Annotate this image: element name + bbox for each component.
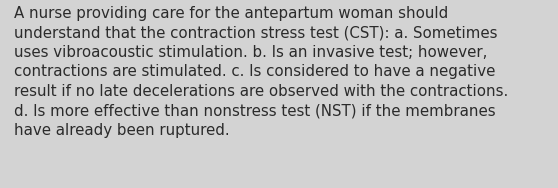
Text: A nurse providing care for the antepartum woman should
understand that the contr: A nurse providing care for the antepartu… [14, 6, 508, 138]
